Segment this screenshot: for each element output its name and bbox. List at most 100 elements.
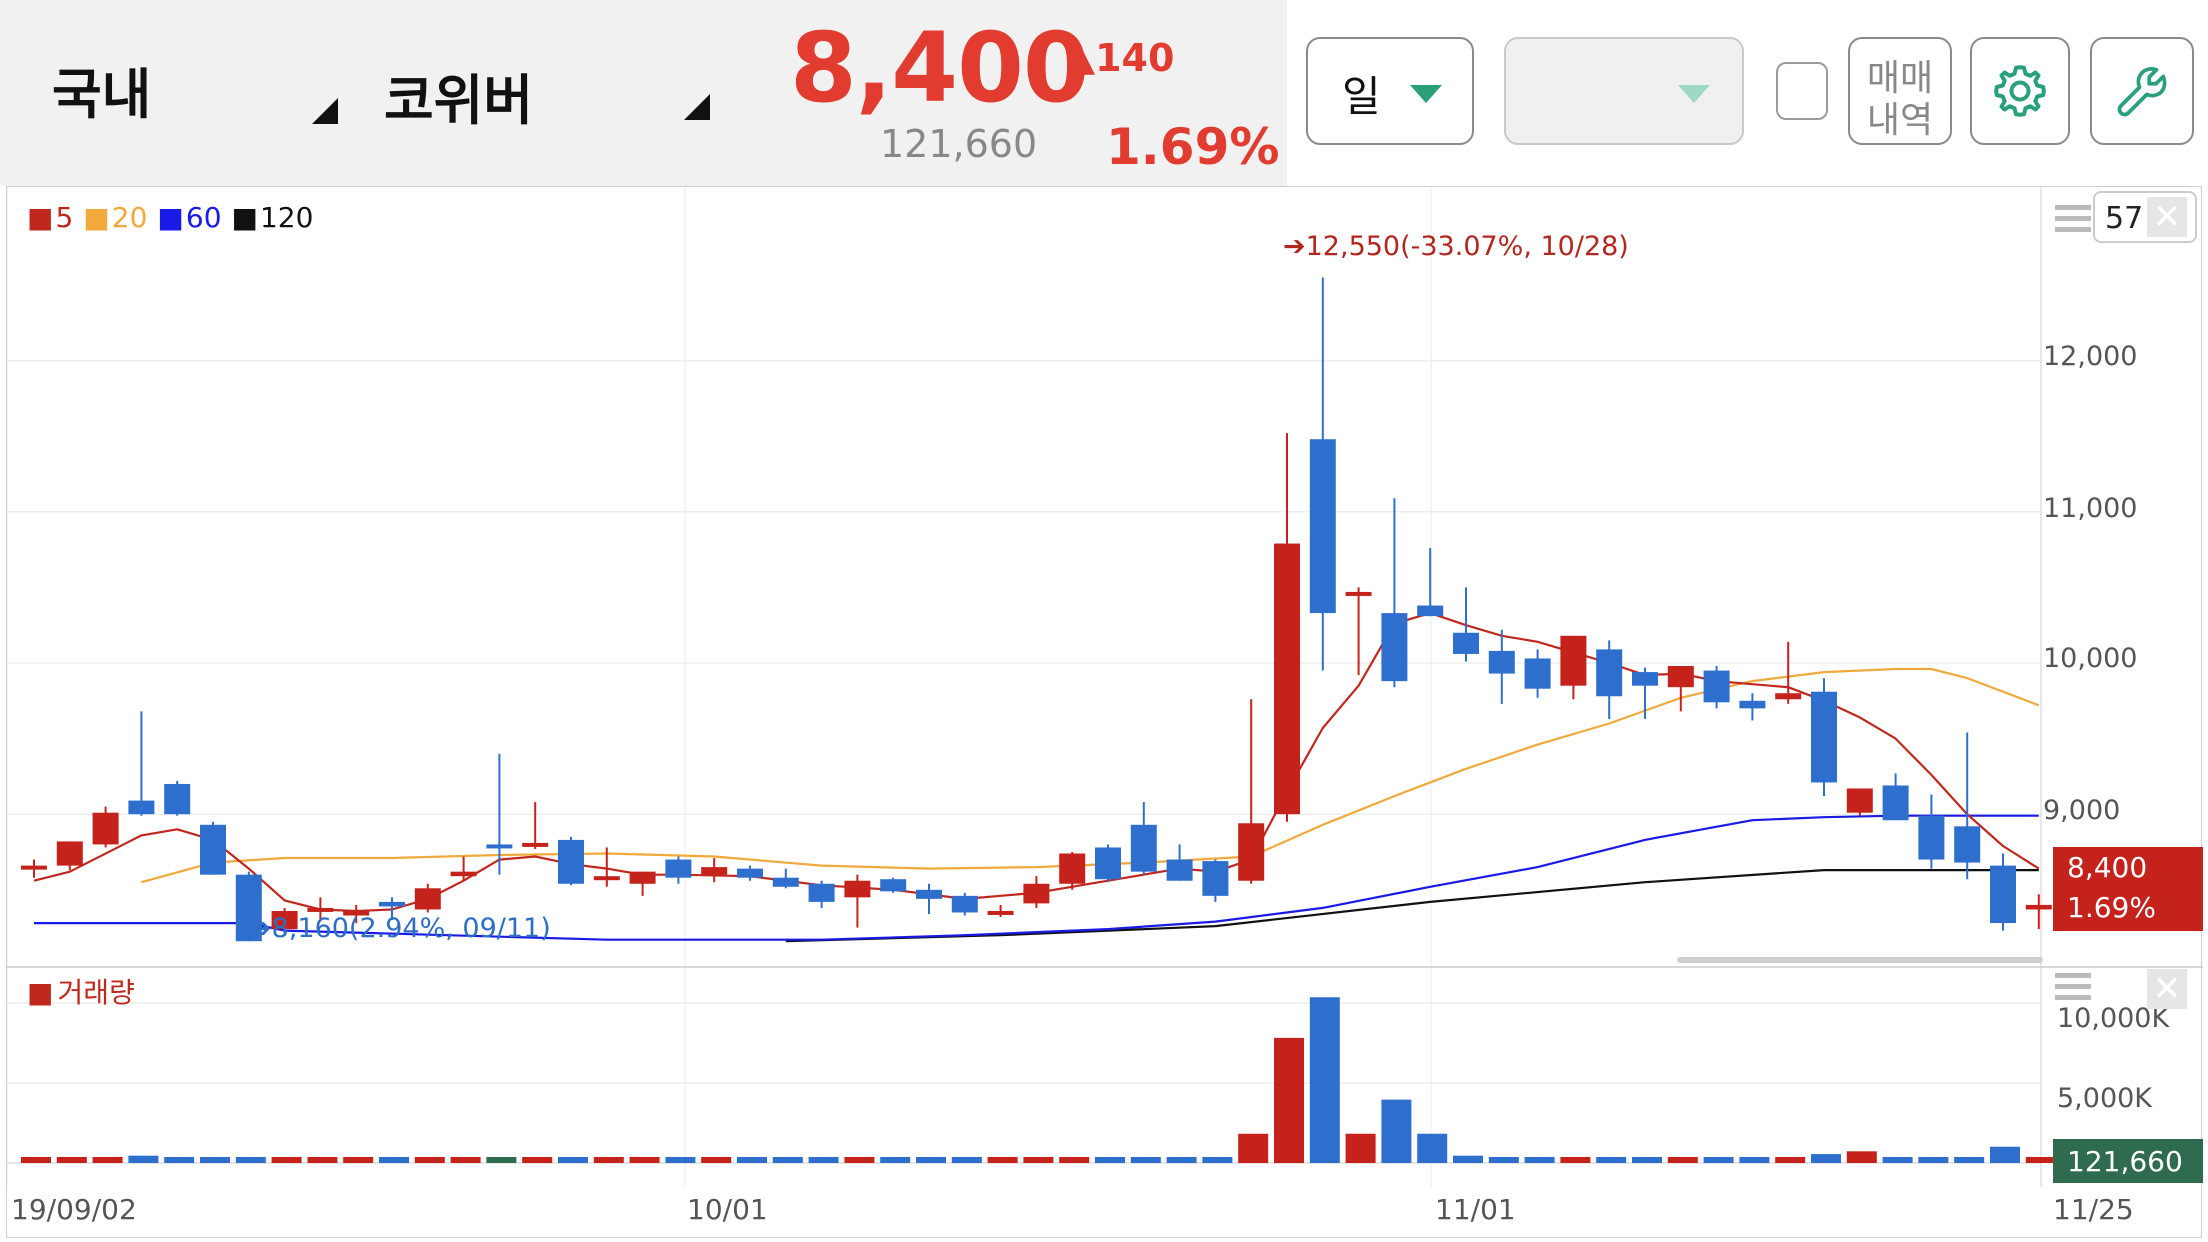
x-tick-start: 19/09/02 (11, 1193, 137, 1226)
candle (414, 883, 441, 913)
volume-bar (1166, 1157, 1197, 1163)
candle (1130, 802, 1157, 875)
candle (880, 877, 907, 893)
candle-body (1560, 635, 1587, 686)
volume-bar (1703, 1157, 1734, 1163)
candle-body (1095, 847, 1121, 880)
candle-body (1596, 649, 1623, 697)
candle (1882, 773, 1909, 821)
volume-bar (987, 1157, 1018, 1163)
volume-bar (343, 1157, 374, 1163)
settings-button[interactable] (1970, 37, 2070, 145)
candle-body (2025, 904, 2052, 910)
period-select[interactable]: 일 (1306, 37, 1474, 145)
chevron-down-icon (1678, 85, 1710, 103)
candle (1453, 587, 1479, 662)
legend-label: 5 (55, 201, 74, 234)
candle-body (56, 841, 83, 866)
candle-body (1524, 658, 1551, 689)
candle-body (665, 859, 692, 878)
tools-button[interactable] (2090, 37, 2194, 145)
candle-body (164, 783, 191, 815)
candle-body (343, 910, 370, 916)
volume-bar (1202, 1157, 1233, 1163)
y-tick-5000k: 5,000K (2057, 1083, 2153, 1114)
volume-bar (558, 1157, 588, 1163)
candle-body (1166, 859, 1193, 881)
ma20-line (141, 667, 2040, 884)
volume-bar (1524, 1157, 1555, 1163)
volume-bar (235, 1157, 266, 1163)
volume-bar (1345, 1133, 1376, 1163)
candle (1596, 640, 1623, 719)
candle (1274, 433, 1300, 822)
candle (1166, 844, 1193, 881)
volume-bar (56, 1157, 87, 1163)
close-icon[interactable]: ✕ (2147, 969, 2187, 1009)
legend-label: 60 (185, 201, 222, 234)
candle (558, 836, 584, 886)
volume-bar (1095, 1157, 1125, 1163)
volume-bar (164, 1157, 195, 1163)
stock-name-label[interactable]: 코위버 (384, 69, 534, 132)
change-percent: 1.69% (1106, 118, 1280, 176)
candle (1023, 876, 1050, 908)
candle (987, 904, 1014, 918)
legend-item-ma20: ■20 (83, 201, 148, 234)
volume-bar (1882, 1157, 1913, 1163)
low-annotation-text: 8,160(2.94%, 09/11) (271, 913, 551, 944)
candle-body (951, 895, 978, 913)
candle (450, 856, 477, 881)
candle-body (271, 910, 298, 930)
compare-checkbox[interactable] (1776, 62, 1828, 120)
volume-bar (1488, 1157, 1519, 1163)
volume-bar (1918, 1157, 1949, 1163)
volume-bar (1309, 997, 1340, 1163)
volume-bar (593, 1157, 624, 1163)
volume-bar (1453, 1155, 1483, 1163)
trade-history-button[interactable]: 매매 내역 (1848, 37, 1952, 145)
candle (1918, 794, 1945, 869)
horizontal-scrollbar[interactable] (1677, 957, 2043, 963)
stock-header (0, 0, 1287, 186)
candle (2025, 894, 2052, 930)
legend-label: 120 (259, 201, 314, 234)
chart-container[interactable]: ■5 ■20 ■60 ■120 ➔12,550(-33.07%, 10/28) … (6, 186, 2203, 1239)
zoom-box[interactable]: 57 ✕ (2093, 191, 2197, 243)
low-annotation: ➔8,160(2.94%, 09/11) (249, 913, 551, 944)
candlestick-chart[interactable] (7, 187, 2203, 1239)
arrow-right-icon: ➔ (249, 913, 272, 944)
volume-bar (772, 1157, 803, 1163)
candle-body (1811, 691, 1837, 783)
candle (772, 868, 799, 889)
market-selector-label[interactable]: 국내 (52, 63, 152, 126)
hamburger-menu-icon[interactable] (2055, 201, 2091, 237)
candle (1202, 859, 1229, 902)
candle (1417, 548, 1444, 617)
candle-body (880, 879, 907, 892)
candle (1488, 629, 1515, 704)
candle-body (1417, 605, 1444, 617)
volume-bar (1954, 1157, 1985, 1163)
volume-bar (522, 1157, 553, 1163)
candle (629, 871, 656, 896)
candle-body (92, 812, 119, 845)
volume-bar (128, 1155, 159, 1163)
volume-bar (379, 1157, 409, 1163)
candle-body (593, 876, 620, 881)
hamburger-menu-icon[interactable] (2055, 971, 2091, 1007)
candle-body (701, 867, 728, 875)
volume-bar (1596, 1157, 1627, 1163)
indicator-select[interactable] (1504, 37, 1744, 145)
volume-bar (200, 1157, 230, 1163)
candle-body (844, 880, 871, 898)
stock-dropdown-arrow-icon[interactable] (684, 94, 710, 120)
candle-body (307, 907, 334, 912)
candle (56, 841, 83, 871)
candle (200, 821, 226, 875)
candle-body (1667, 666, 1694, 688)
candle-body (1846, 788, 1873, 813)
market-dropdown-arrow-icon[interactable] (312, 98, 338, 124)
close-icon[interactable]: ✕ (2147, 197, 2187, 237)
